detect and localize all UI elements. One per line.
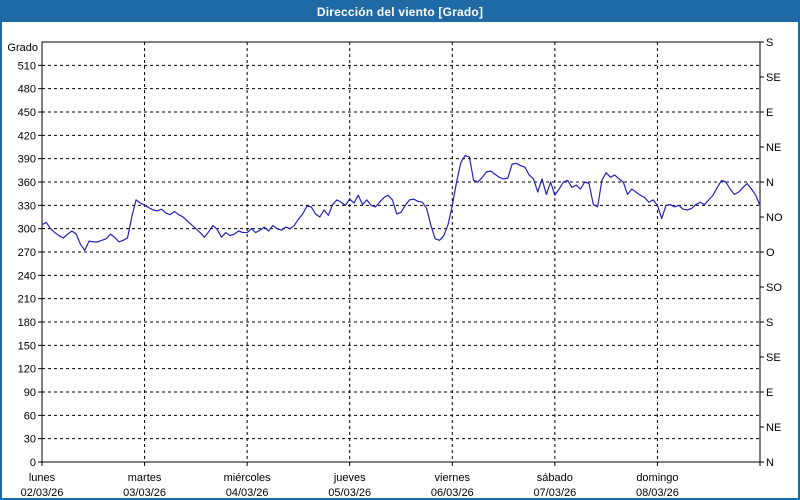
y-tick-label: 90 — [24, 387, 36, 399]
y-tick-label: 60 — [24, 410, 36, 422]
day-name-label: sábado — [537, 472, 573, 484]
compass-tick-label: N — [766, 177, 774, 189]
right-axis: S SE E NE N NO O SO S SE E NE N — [760, 37, 783, 469]
chart-title: Dirección del viento [Grado] — [316, 5, 484, 19]
x-axis: lunes 02/03/26 martes 03/03/26 miércoles 04/0… — [21, 462, 761, 499]
y-tick-label: 270 — [18, 247, 36, 259]
y-tick-label: 330 — [18, 200, 36, 212]
y-axis-unit-label: Grado — [7, 42, 38, 54]
day-name-label: jueves — [333, 472, 366, 484]
compass-tick-label: E — [766, 107, 773, 119]
y-tick-label: 480 — [18, 84, 36, 96]
day-name-label: lunes — [29, 472, 56, 484]
compass-tick-label: SE — [766, 352, 781, 364]
compass-tick-label: SE — [766, 72, 781, 84]
compass-tick-label: SO — [766, 282, 782, 294]
y-tick-label: 240 — [18, 270, 36, 282]
y-tick-label: 300 — [18, 224, 36, 236]
day-name-label: miércoles — [224, 472, 272, 484]
day-date-label: 02/03/26 — [21, 487, 64, 499]
y-tick-label: 0 — [30, 457, 36, 469]
compass-tick-label: S — [766, 317, 773, 329]
compass-tick-label: NO — [766, 212, 783, 224]
day-date-label: 08/03/26 — [636, 487, 679, 499]
title-bar: Dirección del viento [Grado] — [2, 2, 798, 22]
y-tick-label: 450 — [18, 107, 36, 119]
y-tick-label: 390 — [18, 154, 36, 166]
y-tick-label: 360 — [18, 177, 36, 189]
day-date-label: 06/03/26 — [431, 487, 474, 499]
y-tick-label: 510 — [18, 60, 36, 72]
day-date-label: 04/03/26 — [226, 487, 269, 499]
day-name-label: viernes — [435, 472, 471, 484]
day-date-label: 05/03/26 — [328, 487, 371, 499]
compass-tick-label: O — [766, 247, 775, 259]
compass-tick-label: S — [766, 37, 773, 49]
left-axis: 0 30 60 90 120 150 180 210 240 270 300 330 360 390 420… — [7, 42, 42, 469]
y-tick-label: 180 — [18, 317, 36, 329]
compass-tick-label: E — [766, 387, 773, 399]
y-tick-label: 210 — [18, 294, 36, 306]
compass-tick-label: NE — [766, 142, 781, 154]
day-date-label: 07/03/26 — [533, 487, 576, 499]
day-name-label: martes — [128, 472, 162, 484]
day-name-label: domingo — [636, 472, 678, 484]
day-date-label: 03/03/26 — [123, 487, 166, 499]
y-tick-label: 30 — [24, 434, 36, 446]
compass-tick-label: NE — [766, 422, 781, 434]
wind-direction-series — [41, 154, 761, 252]
x-gridlines — [144, 42, 658, 462]
plot-border — [41, 41, 761, 463]
y-gridlines — [42, 64, 760, 440]
compass-tick-label: N — [766, 457, 774, 469]
y-tick-label: 120 — [18, 364, 36, 376]
y-tick-label: 420 — [18, 130, 36, 142]
y-tick-label: 150 — [18, 340, 36, 352]
